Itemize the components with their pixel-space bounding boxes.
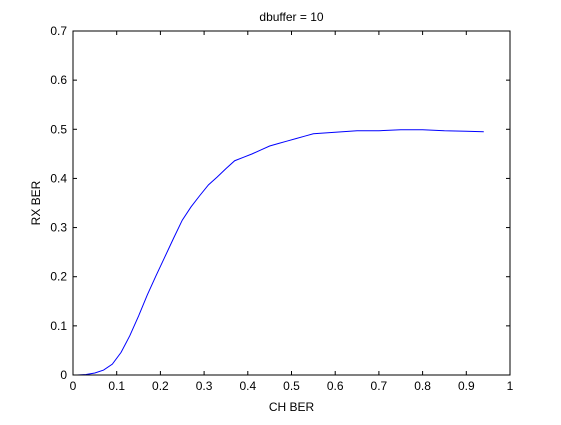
y-tick-label: 0.5 — [50, 122, 67, 136]
chart-title: dbuffer = 10 — [259, 10, 323, 24]
x-tick-label: 0.9 — [458, 379, 475, 393]
x-tick-label: 0.7 — [371, 379, 388, 393]
x-tick-label: 0.8 — [414, 379, 431, 393]
y-tick-label: 0.6 — [50, 73, 67, 87]
x-tick-label: 1 — [507, 379, 514, 393]
y-tick-label: 0.1 — [50, 319, 67, 333]
x-tick-label: 0 — [70, 379, 77, 393]
x-axis-label: CH BER — [269, 400, 315, 414]
y-tick-label: 0.3 — [50, 221, 67, 235]
y-tick-label: 0.4 — [50, 171, 67, 185]
axes-background — [73, 31, 510, 375]
y-axis-label: RX BER — [29, 180, 43, 225]
y-tick-label: 0.2 — [50, 270, 67, 284]
x-tick-label: 0.4 — [239, 379, 256, 393]
ticks-layer: 0 0.1 0.2 0.3 0.4 0.5 0.6 0.7 0.8 0.9 1 0 0.1 0.2 0.3 0… — [50, 24, 513, 393]
series-line-rx-ber — [77, 129, 484, 376]
x-tick-label: 0.2 — [152, 379, 169, 393]
axes-box — [72, 30, 511, 376]
y-tick-label: 0 — [60, 368, 67, 382]
y-tick-label: 0.7 — [50, 24, 67, 38]
x-tick-label: 0.1 — [108, 379, 125, 393]
x-tick-label: 0.3 — [196, 379, 213, 393]
x-tick-label: 0.5 — [283, 379, 300, 393]
x-tick-label: 0.6 — [327, 379, 344, 393]
